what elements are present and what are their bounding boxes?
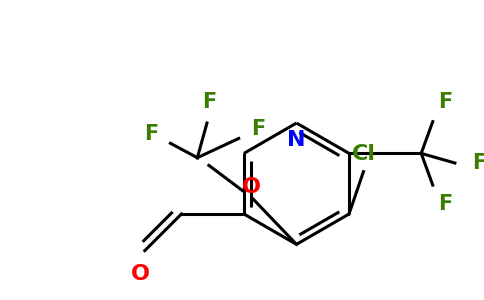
Text: F: F [144,124,158,144]
Text: N: N [287,130,306,150]
Text: Cl: Cl [351,144,376,164]
Text: F: F [438,92,453,112]
Text: F: F [202,92,216,112]
Text: O: O [131,264,150,284]
Text: F: F [438,194,453,214]
Text: F: F [472,153,484,173]
Text: O: O [242,177,261,196]
Text: F: F [251,119,265,139]
